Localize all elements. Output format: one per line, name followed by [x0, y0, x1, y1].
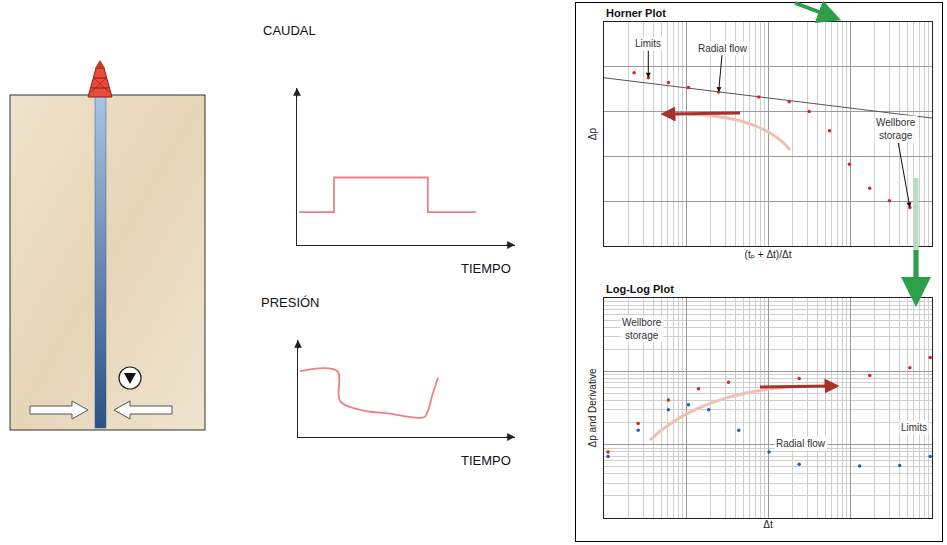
svg-text:Wellborestorage: Wellborestorage [622, 317, 662, 341]
svg-text:(tₚ + Δt)/Δt: (tₚ + Δt)/Δt [745, 249, 792, 260]
svg-text:Radial flow: Radial flow [776, 438, 826, 449]
svg-text:CAUDAL: CAUDAL [263, 23, 316, 38]
svg-text:Δp: Δp [587, 127, 598, 140]
svg-text:Radial flow: Radial flow [698, 43, 748, 54]
svg-text:TIEMPO: TIEMPO [461, 453, 511, 468]
svg-text:Wellborestorage: Wellborestorage [876, 117, 916, 141]
svg-text:Limits: Limits [901, 422, 927, 433]
svg-text:Δt: Δt [763, 519, 773, 530]
svg-text:PRESIÓN: PRESIÓN [261, 295, 320, 310]
svg-text:Δp and Derivative: Δp and Derivative [587, 368, 598, 447]
svg-text:TIEMPO: TIEMPO [461, 261, 511, 276]
svg-text:Log-Log Plot: Log-Log Plot [606, 283, 674, 295]
svg-text:Horner Plot: Horner Plot [606, 7, 666, 19]
svg-text:Limits: Limits [635, 38, 661, 49]
